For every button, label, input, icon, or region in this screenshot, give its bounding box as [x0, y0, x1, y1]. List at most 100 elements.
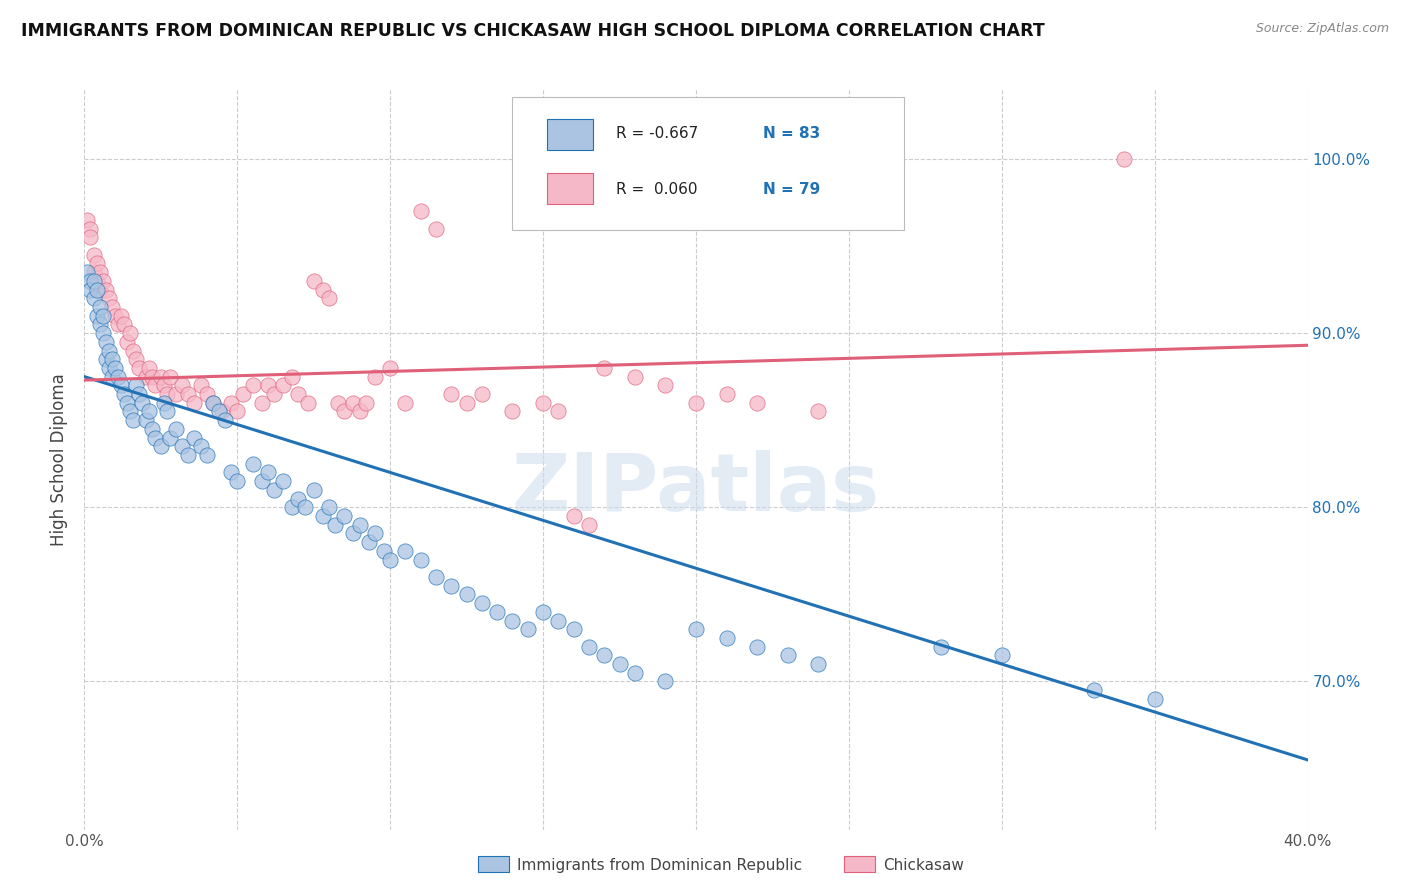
Point [128, 360, 150, 375]
Point [135, 369, 157, 384]
Point [226, 474, 249, 488]
Point [104, 309, 127, 323]
Point [101, 369, 124, 384]
Point [747, 396, 769, 410]
Point [172, 439, 194, 453]
Point [94, 283, 117, 297]
Text: ZIPatlas: ZIPatlas [512, 450, 880, 528]
Point [201, 396, 224, 410]
Point [380, 360, 402, 375]
Point [263, 387, 285, 401]
Point [115, 396, 138, 410]
Point [364, 369, 387, 384]
Point [149, 439, 172, 453]
Point [141, 422, 163, 436]
Point [502, 404, 524, 418]
Point [120, 326, 142, 340]
Point [190, 378, 212, 392]
Point [149, 369, 172, 384]
Point [156, 387, 179, 401]
Point [502, 614, 524, 628]
Point [409, 552, 432, 566]
Point [104, 360, 127, 375]
Point [83, 248, 105, 262]
Point [354, 396, 377, 410]
Point [97, 291, 120, 305]
Point [562, 622, 585, 636]
Point [97, 343, 120, 358]
Text: Immigrants from Dominican Republic: Immigrants from Dominican Republic [517, 858, 803, 872]
Point [609, 657, 631, 671]
Point [177, 387, 200, 401]
Point [153, 396, 176, 410]
Bar [547, 173, 593, 204]
Point [183, 396, 205, 410]
Point [195, 387, 218, 401]
Point [323, 517, 346, 532]
Point [214, 413, 236, 427]
Point [159, 431, 181, 445]
Text: N = 79: N = 79 [763, 182, 821, 196]
Point [172, 378, 194, 392]
Point [79, 221, 101, 235]
Point [271, 474, 294, 488]
Point [440, 579, 463, 593]
Point [425, 221, 447, 235]
Point [79, 283, 101, 297]
Point [79, 230, 101, 244]
Point [120, 404, 142, 418]
Point [165, 422, 187, 436]
Point [471, 596, 494, 610]
Text: Chickasaw: Chickasaw [883, 858, 965, 872]
Point [250, 396, 273, 410]
Point [115, 334, 138, 349]
Point [107, 369, 129, 384]
Point [76, 265, 98, 279]
Point [242, 457, 264, 471]
Point [716, 631, 738, 645]
Point [486, 605, 509, 619]
Point [153, 378, 176, 392]
Point [86, 283, 108, 297]
Point [143, 431, 166, 445]
Bar [547, 119, 593, 150]
Point [578, 640, 600, 654]
Point [257, 378, 280, 392]
Point [125, 378, 148, 392]
Point [91, 326, 114, 340]
Point [342, 526, 364, 541]
Point [654, 674, 676, 689]
Point [394, 396, 416, 410]
Point [219, 466, 242, 480]
Point [333, 508, 356, 523]
Point [287, 491, 309, 506]
Point [159, 369, 181, 384]
Point [122, 343, 145, 358]
Point [208, 404, 231, 418]
Point [302, 483, 325, 497]
Point [394, 544, 416, 558]
Point [593, 360, 616, 375]
Point [318, 291, 340, 305]
Point [110, 309, 132, 323]
Point [86, 256, 108, 270]
Text: IMMIGRANTS FROM DOMINICAN REPUBLIC VS CHICKASAW HIGH SCHOOL DIPLOMA CORRELATION : IMMIGRANTS FROM DOMINICAN REPUBLIC VS CH… [21, 22, 1045, 40]
Point [516, 622, 538, 636]
Point [112, 318, 135, 332]
Point [112, 387, 135, 401]
Point [349, 517, 371, 532]
Point [409, 204, 432, 219]
Point [94, 352, 117, 367]
Point [287, 387, 309, 401]
Point [177, 448, 200, 462]
Point [425, 570, 447, 584]
Point [156, 404, 179, 418]
Point [281, 369, 304, 384]
Point [143, 378, 166, 392]
Point [91, 274, 114, 288]
Point [110, 378, 132, 392]
Point [76, 212, 98, 227]
Point [271, 378, 294, 392]
Point [250, 474, 273, 488]
Point [531, 605, 554, 619]
